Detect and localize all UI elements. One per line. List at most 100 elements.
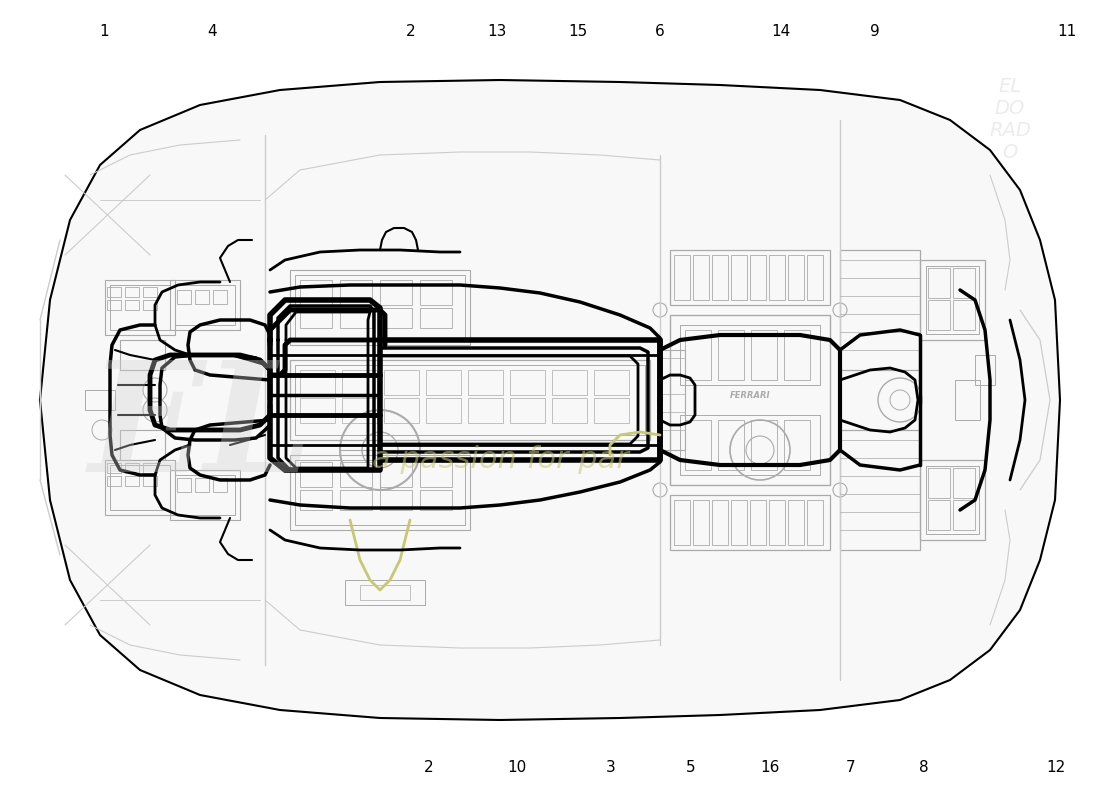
Bar <box>769 500 785 545</box>
Bar <box>107 300 121 310</box>
Polygon shape <box>40 80 1060 720</box>
Bar <box>420 308 452 328</box>
Bar <box>718 330 744 380</box>
Text: 15: 15 <box>568 25 587 39</box>
Bar <box>660 350 685 450</box>
Bar <box>300 308 332 328</box>
Bar <box>750 255 766 300</box>
Bar <box>807 500 823 545</box>
Bar <box>693 255 710 300</box>
Bar <box>104 460 175 515</box>
Text: 1: 1 <box>100 25 109 39</box>
Bar <box>290 360 650 440</box>
Bar <box>685 420 711 470</box>
Bar <box>420 462 452 487</box>
Bar <box>840 430 920 550</box>
Bar <box>712 255 728 300</box>
Bar <box>290 455 470 530</box>
Bar <box>784 420 810 470</box>
Text: 14: 14 <box>771 25 791 39</box>
Bar <box>674 500 690 545</box>
Bar <box>345 580 425 605</box>
Bar <box>685 330 711 380</box>
Text: 2: 2 <box>406 25 415 39</box>
Bar <box>718 420 744 470</box>
Bar <box>426 370 461 395</box>
Bar <box>975 355 996 385</box>
Bar <box>926 466 979 534</box>
Bar <box>295 460 465 525</box>
Bar <box>300 280 332 305</box>
Bar <box>300 462 332 487</box>
Bar <box>342 398 377 423</box>
Bar <box>510 370 544 395</box>
Bar <box>340 462 372 487</box>
Text: a passion for par: a passion for par <box>372 446 628 474</box>
Bar <box>953 500 975 530</box>
Bar <box>953 300 975 330</box>
Bar <box>213 478 227 492</box>
Bar <box>788 255 804 300</box>
Text: 3: 3 <box>606 761 615 775</box>
Bar <box>712 500 728 545</box>
Text: 7: 7 <box>846 761 855 775</box>
Bar <box>680 415 820 475</box>
Bar <box>920 260 984 340</box>
Bar <box>670 250 830 305</box>
Bar <box>85 390 116 410</box>
Text: EL
DO
RAD
O: EL DO RAD O <box>989 78 1031 162</box>
Bar <box>693 500 710 545</box>
Bar <box>750 500 766 545</box>
Bar <box>120 430 165 460</box>
Bar <box>468 370 503 395</box>
Bar <box>384 370 419 395</box>
Bar <box>104 280 175 335</box>
Bar <box>107 476 121 486</box>
Text: 11: 11 <box>1057 25 1077 39</box>
Bar <box>340 280 372 305</box>
Bar <box>175 475 235 515</box>
Bar <box>107 287 121 297</box>
Text: 8: 8 <box>920 761 928 775</box>
Bar <box>340 490 372 510</box>
Text: 10: 10 <box>507 761 527 775</box>
Bar <box>680 325 820 385</box>
Bar <box>125 463 139 473</box>
Bar <box>510 398 544 423</box>
Bar <box>379 490 412 510</box>
Bar <box>143 300 157 310</box>
Bar <box>674 255 690 300</box>
Text: 13: 13 <box>487 25 507 39</box>
Bar <box>170 280 240 330</box>
Bar <box>143 476 157 486</box>
Bar <box>107 463 121 473</box>
Bar <box>420 490 452 510</box>
Text: FERRARI: FERRARI <box>729 390 770 399</box>
Bar <box>143 463 157 473</box>
Bar <box>670 495 830 550</box>
Bar <box>953 268 975 298</box>
Bar <box>840 250 920 370</box>
Bar <box>340 308 372 328</box>
Bar <box>379 462 412 487</box>
Text: EL: EL <box>88 355 312 505</box>
Bar <box>295 275 465 340</box>
Bar <box>928 468 950 498</box>
Bar <box>295 365 645 435</box>
Bar <box>300 490 332 510</box>
Bar <box>110 465 170 510</box>
Text: 9: 9 <box>870 25 879 39</box>
Bar <box>953 468 975 498</box>
Bar <box>928 500 950 530</box>
Bar <box>928 300 950 330</box>
Bar <box>426 398 461 423</box>
Bar <box>594 398 629 423</box>
Bar <box>751 330 777 380</box>
Bar <box>125 300 139 310</box>
Bar <box>379 308 412 328</box>
Bar <box>552 398 587 423</box>
Bar <box>177 290 191 304</box>
Bar <box>769 255 785 300</box>
Bar <box>177 478 191 492</box>
Bar <box>342 370 377 395</box>
